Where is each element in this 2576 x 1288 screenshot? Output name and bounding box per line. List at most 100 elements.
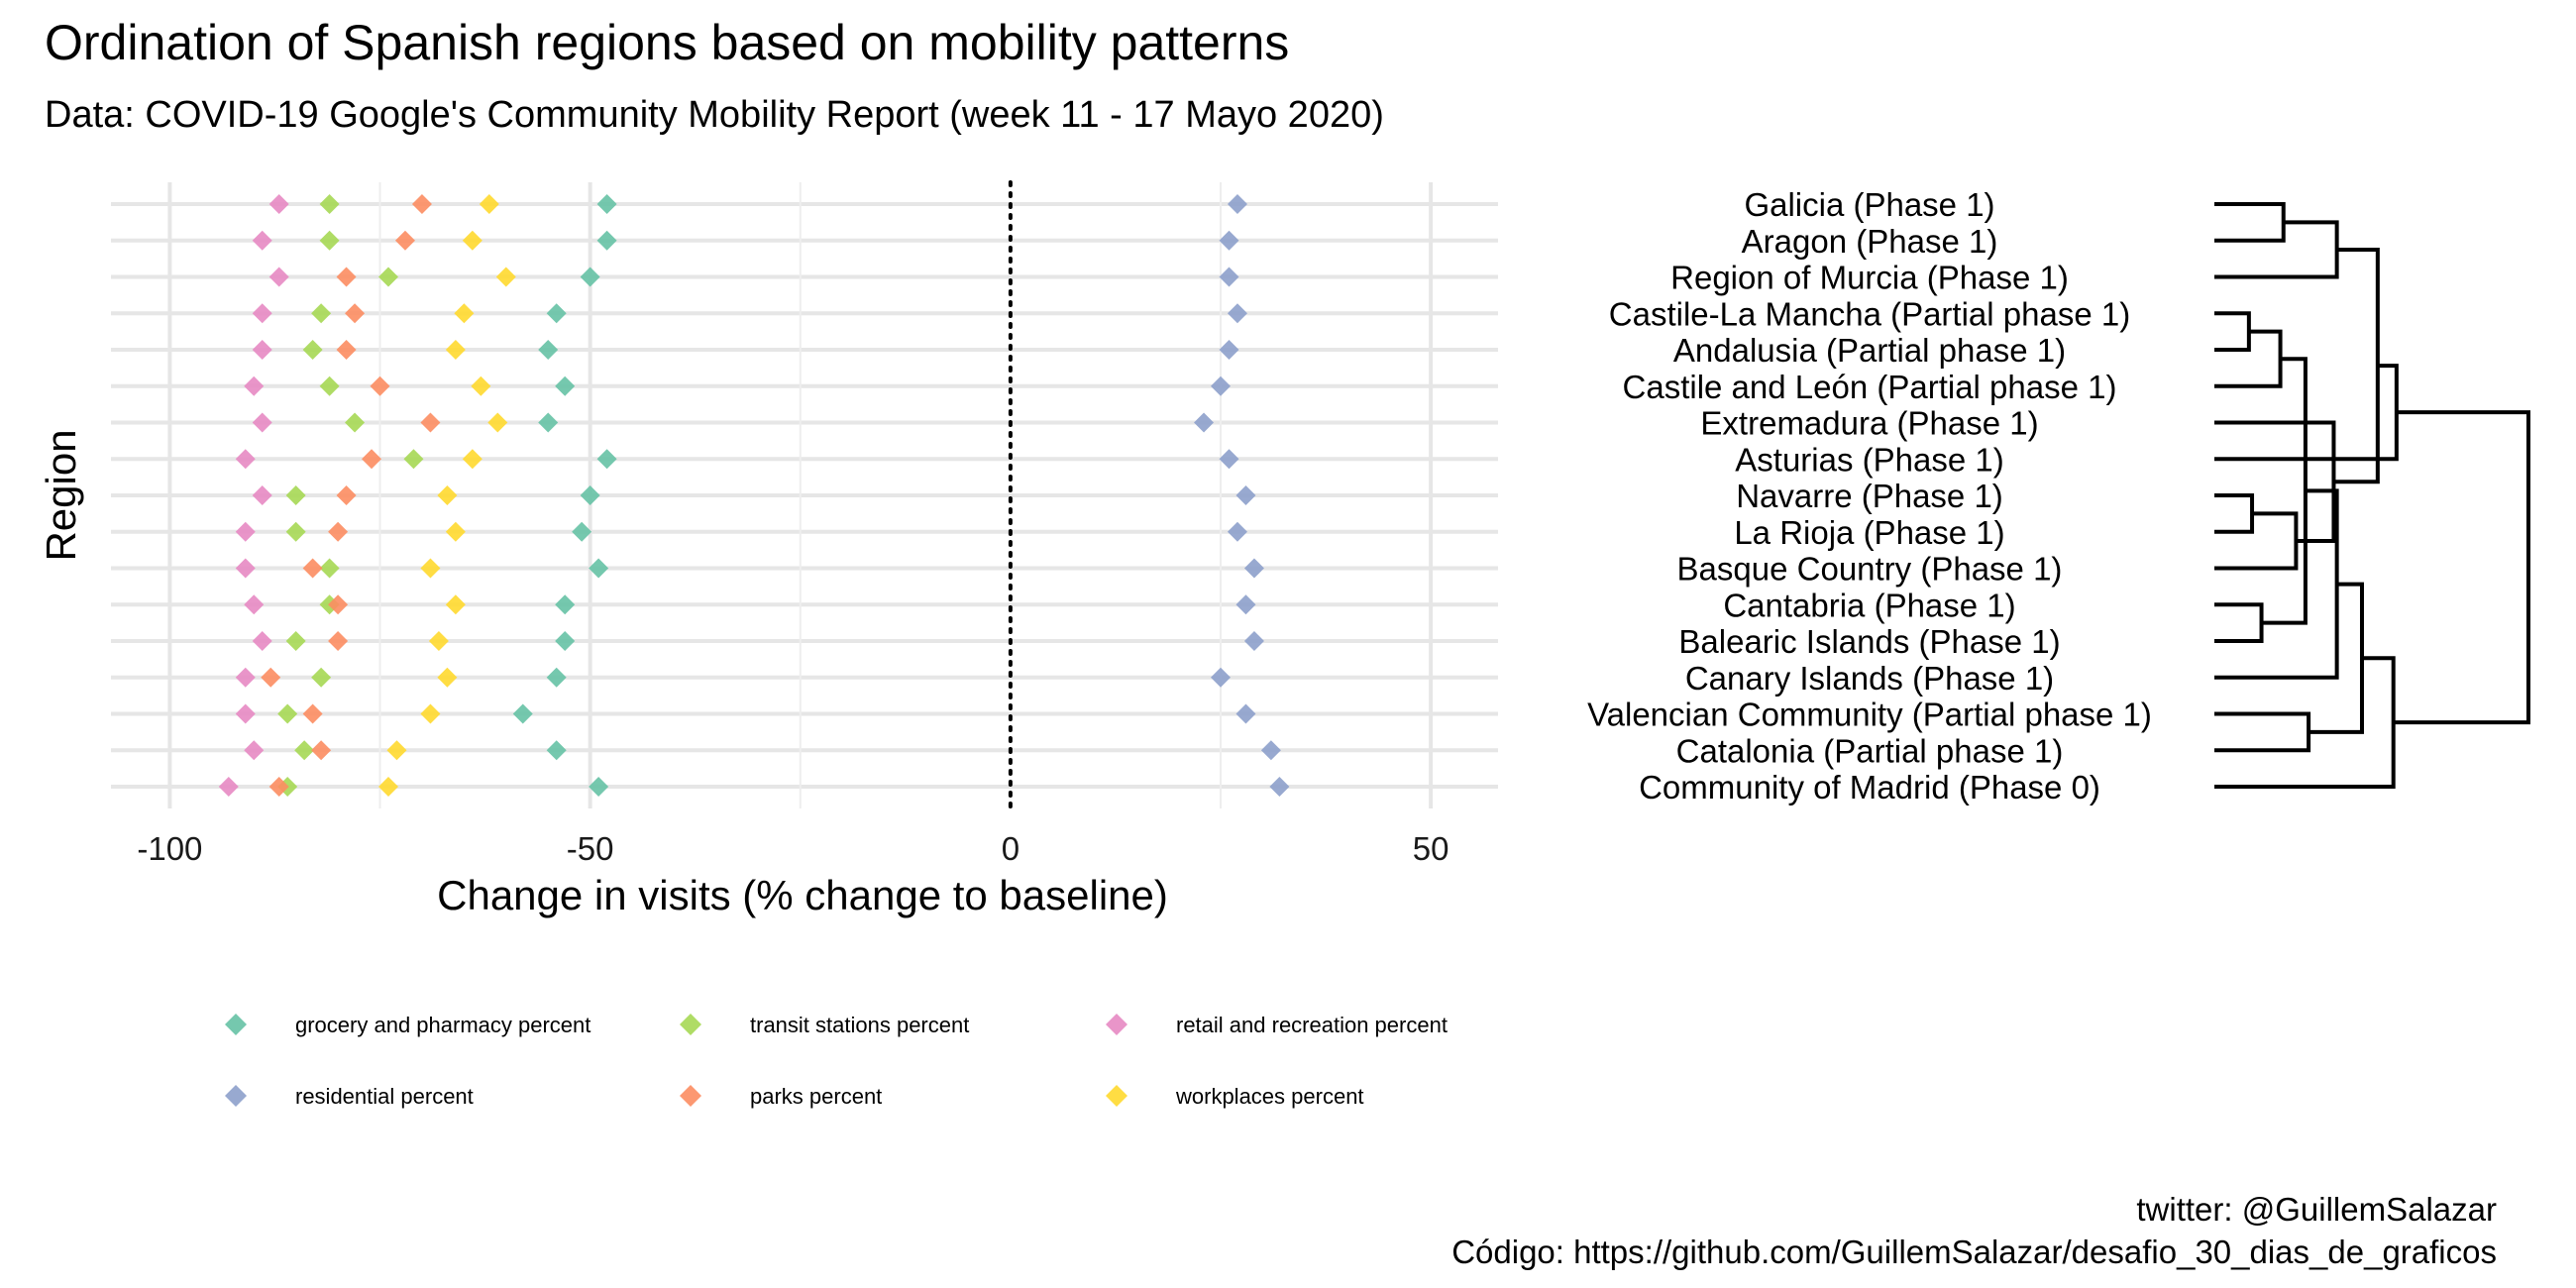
legend-key xyxy=(1106,1085,1127,1107)
point-parks-percent xyxy=(336,485,357,505)
point-transit-stations-percent xyxy=(277,703,298,724)
legend-key xyxy=(680,1085,701,1107)
point-transit-stations-percent xyxy=(285,521,306,542)
point-grocery-and-pharmacy-percent xyxy=(580,485,600,505)
point-workplaces-percent xyxy=(378,777,398,797)
point-workplaces-percent xyxy=(428,631,449,651)
point-residential-percent xyxy=(1269,777,1290,797)
legend-key xyxy=(225,1014,247,1035)
point-transit-stations-percent xyxy=(285,631,306,651)
region-label: Navarre (Phase 1) xyxy=(1736,478,2003,514)
point-transit-stations-percent xyxy=(319,230,340,251)
region-label: Region of Murcia (Phase 1) xyxy=(1670,260,2069,296)
legend-label: grocery and pharmacy percent xyxy=(295,1013,590,1037)
point-residential-percent xyxy=(1219,449,1239,470)
point-residential-percent xyxy=(1227,303,1247,324)
legend: grocery and pharmacy percent residential … xyxy=(225,1013,1448,1109)
point-retail-and-recreation-percent xyxy=(218,777,239,797)
point-retail-and-recreation-percent xyxy=(244,740,265,761)
region-label: La Rioja (Phase 1) xyxy=(1734,514,2004,551)
point-parks-percent xyxy=(370,376,390,396)
x-tick-label: 50 xyxy=(1413,830,1449,867)
point-workplaces-percent xyxy=(445,521,466,542)
dendrogram-branch xyxy=(2333,247,2380,484)
point-workplaces-percent xyxy=(462,449,483,470)
dendrogram-branch xyxy=(2214,493,2255,534)
point-transit-stations-percent xyxy=(285,485,306,505)
point-parks-percent xyxy=(302,558,323,579)
chart-title: Ordination of Spanish regions based on m… xyxy=(45,15,1289,70)
point-parks-percent xyxy=(268,777,289,797)
point-residential-percent xyxy=(1219,340,1239,360)
point-transit-stations-percent xyxy=(319,194,340,214)
point-grocery-and-pharmacy-percent xyxy=(555,376,576,396)
dendrogram-branch xyxy=(2393,410,2530,725)
point-retail-and-recreation-percent xyxy=(268,267,289,287)
dendrogram xyxy=(2214,202,2530,789)
legend-label: transit stations percent xyxy=(750,1013,969,1037)
point-workplaces-percent xyxy=(437,485,458,505)
point-residential-percent xyxy=(1235,703,1256,724)
region-label: Canary Islands (Phase 1) xyxy=(1685,660,2054,697)
point-workplaces-percent xyxy=(462,230,483,251)
point-transit-stations-percent xyxy=(319,376,340,396)
point-parks-percent xyxy=(328,521,349,542)
point-workplaces-percent xyxy=(445,340,466,360)
x-axis-title: Change in visits (% change to baseline) xyxy=(437,872,1168,918)
point-workplaces-percent xyxy=(487,412,508,433)
region-label: Aragon (Phase 1) xyxy=(1742,223,1998,260)
point-grocery-and-pharmacy-percent xyxy=(546,740,567,761)
point-parks-percent xyxy=(328,594,349,615)
point-parks-percent xyxy=(261,667,281,688)
region-label: Asturias (Phase 1) xyxy=(1735,441,2003,478)
point-workplaces-percent xyxy=(386,740,407,761)
dendrogram-branch xyxy=(2214,202,2286,243)
point-grocery-and-pharmacy-percent xyxy=(572,521,592,542)
point-grocery-and-pharmacy-percent xyxy=(555,631,576,651)
legend-key xyxy=(225,1085,247,1107)
point-transit-stations-percent xyxy=(302,340,323,360)
x-tick-label: 0 xyxy=(1002,830,1020,867)
point-retail-and-recreation-percent xyxy=(252,230,272,251)
point-retail-and-recreation-percent xyxy=(235,521,256,542)
point-retail-and-recreation-percent xyxy=(235,667,256,688)
region-label: Basque Country (Phase 1) xyxy=(1677,551,2063,588)
region-label: Andalusia (Partial phase 1) xyxy=(1673,332,2066,369)
legend-key xyxy=(1106,1014,1127,1035)
point-grocery-and-pharmacy-percent xyxy=(555,594,576,615)
region-label: Community of Madrid (Phase 0) xyxy=(1639,769,2100,805)
point-transit-stations-percent xyxy=(311,303,332,324)
point-parks-percent xyxy=(420,412,441,433)
point-residential-percent xyxy=(1227,194,1247,214)
legend-label: parks percent xyxy=(750,1084,882,1109)
dendrogram-branch xyxy=(2214,602,2264,643)
point-workplaces-percent xyxy=(445,594,466,615)
point-transit-stations-percent xyxy=(319,558,340,579)
dendrogram-branch xyxy=(2214,311,2251,352)
plot-points xyxy=(218,194,1290,797)
region-label: Extremadura (Phase 1) xyxy=(1700,405,2038,442)
region-label: Castile-La Mancha (Partial phase 1) xyxy=(1609,295,2130,332)
legend-label: retail and recreation percent xyxy=(1176,1013,1448,1037)
point-parks-percent xyxy=(394,230,415,251)
caption-twitter: twitter: @GuillemSalazar xyxy=(2136,1191,2497,1228)
region-label: Balearic Islands (Phase 1) xyxy=(1678,623,2060,660)
point-residential-percent xyxy=(1243,631,1264,651)
point-workplaces-percent xyxy=(420,558,441,579)
point-grocery-and-pharmacy-percent xyxy=(512,703,533,724)
point-workplaces-percent xyxy=(437,667,458,688)
legend-label: residential percent xyxy=(295,1084,474,1109)
region-label: Catalonia (Partial phase 1) xyxy=(1676,732,2064,769)
dendrogram-branch xyxy=(2261,357,2308,625)
point-workplaces-percent xyxy=(495,267,516,287)
point-transit-stations-percent xyxy=(403,449,424,470)
point-transit-stations-percent xyxy=(378,267,398,287)
point-residential-percent xyxy=(1227,521,1247,542)
dendrogram-branch xyxy=(2214,220,2339,279)
point-retail-and-recreation-percent xyxy=(235,703,256,724)
point-residential-percent xyxy=(1235,594,1256,615)
point-retail-and-recreation-percent xyxy=(252,303,272,324)
point-parks-percent xyxy=(336,340,357,360)
point-transit-stations-percent xyxy=(311,667,332,688)
dendrogram-branch xyxy=(2214,488,2339,680)
